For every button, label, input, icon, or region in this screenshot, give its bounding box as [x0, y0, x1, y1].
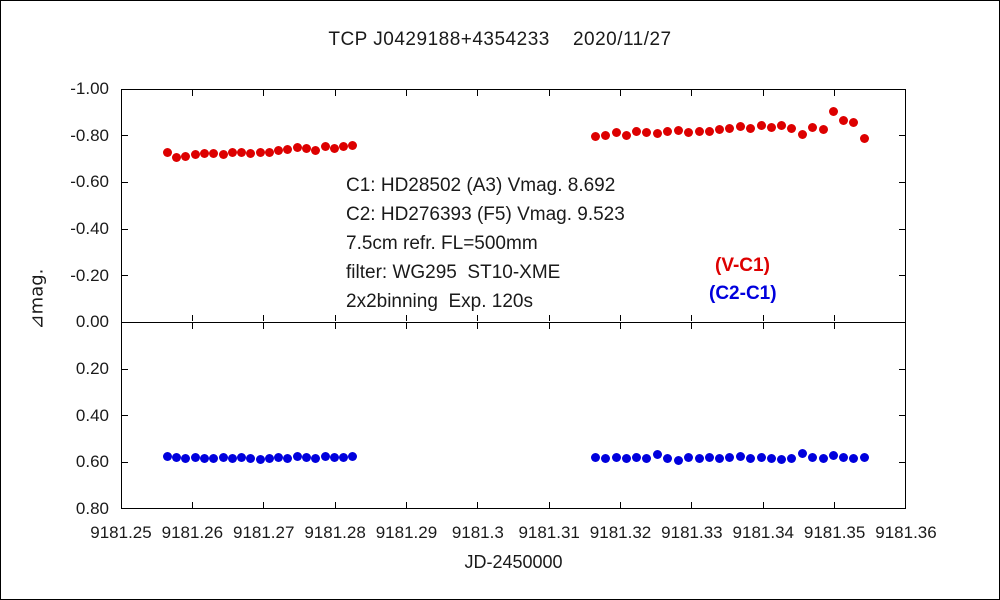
x-tick-label: 9181.34: [732, 523, 794, 542]
annotation-line-c1: C1: HD28502 (A3) Vmag. 8.692: [346, 175, 616, 196]
y-tick-label: -0.20: [70, 265, 109, 285]
x-tick-label: 9181.36: [875, 523, 937, 542]
y-tick-label: -1.00: [70, 79, 109, 98]
y-tick-label: -0.80: [70, 125, 109, 145]
annotation-block: C1: HD28502 (A3) Vmag. 8.692 C2: HD27639…: [346, 171, 625, 316]
x-tick-label: 9181.31: [518, 523, 580, 542]
y-tick-label: -0.40: [70, 219, 109, 238]
legend-v-c1: (V-C1): [715, 255, 770, 276]
y-tick-label: 0.20: [75, 359, 109, 378]
y-tick-label: 0.60: [75, 452, 109, 472]
y-tick-label: -0.60: [70, 172, 109, 192]
x-tick-label: 9181.29: [375, 523, 438, 542]
x-tick-label: 9181.32: [589, 523, 652, 542]
x-tick-label: 9181.33: [661, 523, 723, 542]
x-tick-label: 9181.28: [304, 523, 366, 542]
x-tick-label: 9181.27: [232, 523, 295, 542]
y-tick-label: 0.40: [75, 405, 109, 425]
x-axis-label: JD-2450000: [464, 552, 563, 572]
chart-title: TCP J0429188+4354233 2020/11/27: [328, 29, 672, 50]
y-tick-label: 0.00: [75, 312, 109, 332]
y-axis-label: ⊿mag.: [26, 268, 48, 330]
legend-c2-c1: (C2-C1): [709, 283, 777, 304]
x-tick-label: 9181.35: [803, 523, 866, 542]
plot-panel-lower: [121, 322, 906, 509]
x-tick-label: 9181.3: [451, 523, 504, 542]
x-tick-label: 9181.25: [90, 523, 152, 542]
annotation-line-c2: C2: HD276393 (F5) Vmag. 9.523: [346, 204, 625, 225]
annotation-line-telescope: 7.5cm refr. FL=500mm: [346, 233, 538, 254]
annotation-line-filter: filter: WG295 ST10-XME: [346, 262, 561, 283]
y-tick-label: 0.80: [75, 499, 109, 518]
x-tick-label: 9181.26: [161, 523, 224, 542]
annotation-line-binning: 2x2binning Exp. 120s: [346, 291, 533, 312]
